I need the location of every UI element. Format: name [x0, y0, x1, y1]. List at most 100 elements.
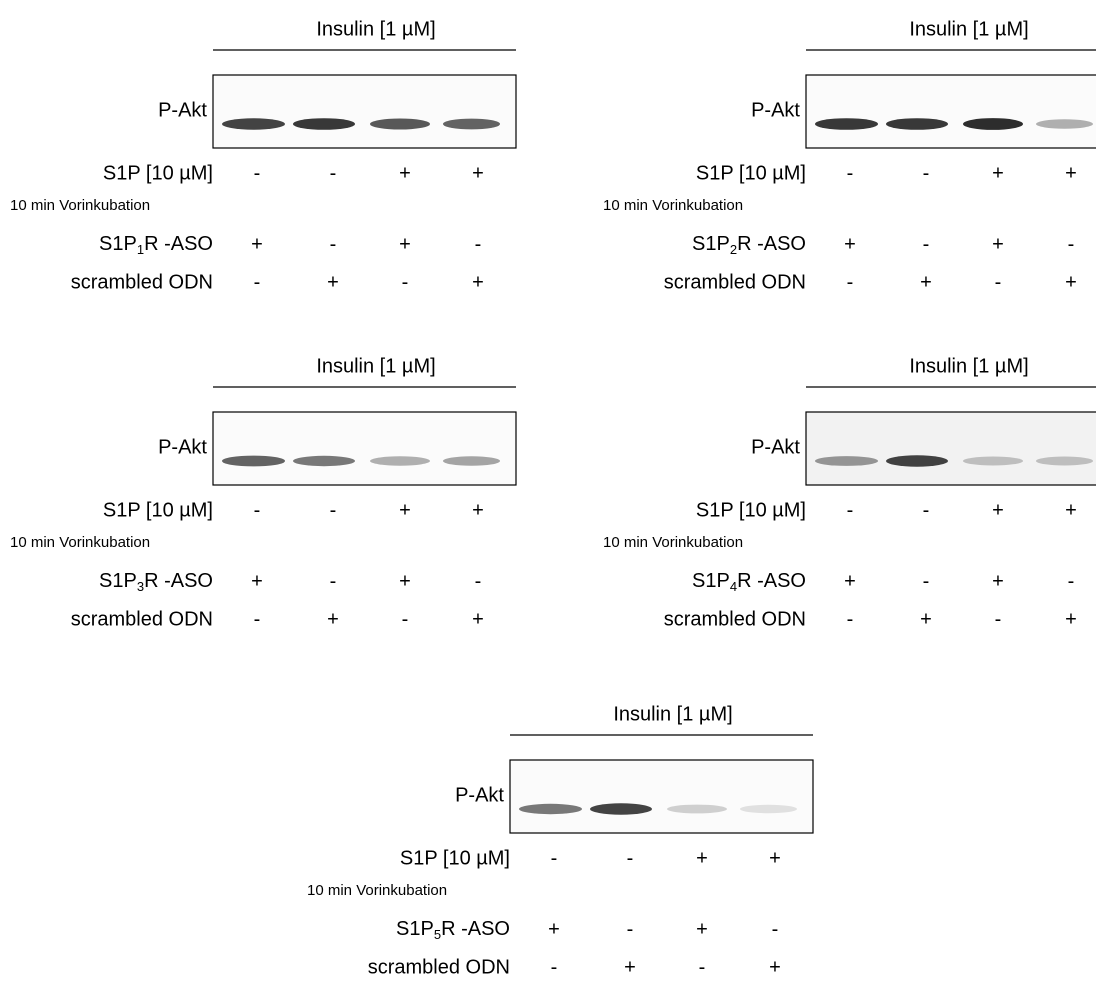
- sign: -: [330, 499, 337, 521]
- sign: -: [847, 162, 854, 184]
- row-label: scrambled ODN: [71, 271, 213, 293]
- blot: [805, 411, 1096, 486]
- row-label: S1P [10 µM]: [400, 847, 510, 869]
- sign: +: [399, 233, 411, 255]
- band: [370, 118, 430, 130]
- row-note: 10 min Vorinkubation: [10, 197, 150, 214]
- sign: -: [254, 162, 261, 184]
- label-rest: R -ASO: [737, 570, 806, 592]
- sign: -: [627, 847, 634, 869]
- sign: -: [254, 608, 261, 630]
- row-label: S1P3R -ASO: [99, 570, 213, 594]
- sign: -: [551, 956, 558, 978]
- label-sub: 4: [730, 579, 737, 594]
- sign: -: [847, 499, 854, 521]
- label-main: S1P: [692, 570, 730, 592]
- row-label: S1P2R -ASO: [692, 233, 806, 257]
- sign: -: [330, 233, 337, 255]
- sign: -: [923, 233, 930, 255]
- sign: -: [330, 570, 337, 592]
- panel: Insulin [1 µM] P-Akt S1P [10 µM] 10 min Vor…: [603, 18, 1096, 293]
- sign: -: [699, 956, 706, 978]
- blot: [212, 411, 517, 486]
- sign: +: [548, 918, 560, 940]
- sign: +: [472, 162, 484, 184]
- sign: +: [992, 162, 1004, 184]
- sign: +: [1065, 499, 1077, 521]
- sign: +: [844, 570, 856, 592]
- sign: -: [254, 499, 261, 521]
- band: [222, 455, 285, 467]
- sign: +: [399, 162, 411, 184]
- band: [740, 804, 797, 814]
- sign: +: [992, 233, 1004, 255]
- header: Insulin [1 µM]: [316, 18, 435, 40]
- blot-label: P-Akt: [751, 99, 800, 121]
- sign: -: [627, 918, 634, 940]
- row-label: S1P1R -ASO: [99, 233, 213, 257]
- blot-label: P-Akt: [158, 436, 207, 458]
- sign: +: [327, 608, 339, 630]
- sign: +: [472, 608, 484, 630]
- band: [667, 804, 727, 814]
- sign: +: [696, 918, 708, 940]
- sign: +: [399, 499, 411, 521]
- sign: -: [1068, 570, 1075, 592]
- sign: -: [847, 271, 854, 293]
- header: Insulin [1 µM]: [909, 355, 1028, 377]
- label-sub: 3: [137, 579, 144, 594]
- band: [293, 455, 355, 467]
- header: Insulin [1 µM]: [613, 703, 732, 725]
- sign: -: [772, 918, 779, 940]
- sign: +: [992, 499, 1004, 521]
- sign: -: [254, 271, 261, 293]
- row-label: S1P5R -ASO: [396, 918, 510, 942]
- sign: -: [475, 233, 482, 255]
- sign: +: [1065, 608, 1077, 630]
- band: [443, 118, 500, 130]
- sign: +: [251, 233, 263, 255]
- blot-label: P-Akt: [158, 99, 207, 121]
- band: [886, 118, 948, 130]
- label-main: S1P: [396, 918, 434, 940]
- row-label: S1P [10 µM]: [696, 162, 806, 184]
- row-note: 10 min Vorinkubation: [603, 534, 743, 551]
- row-note: 10 min Vorinkubation: [10, 534, 150, 551]
- sign: +: [472, 271, 484, 293]
- sign: +: [992, 570, 1004, 592]
- band: [815, 456, 878, 466]
- row-label: scrambled ODN: [71, 608, 213, 630]
- row-label: S1P [10 µM]: [103, 162, 213, 184]
- label-sub: 2: [730, 242, 737, 257]
- band: [1036, 119, 1093, 129]
- sign: -: [402, 271, 409, 293]
- sign: +: [327, 271, 339, 293]
- blot-label: P-Akt: [455, 784, 504, 806]
- label-rest: R -ASO: [441, 918, 510, 940]
- row-note: 10 min Vorinkubation: [603, 197, 743, 214]
- label-rest: R -ASO: [144, 233, 213, 255]
- row-note: 10 min Vorinkubation: [307, 882, 447, 899]
- band: [222, 118, 285, 130]
- sign: -: [923, 499, 930, 521]
- band: [590, 803, 652, 815]
- sign: -: [475, 570, 482, 592]
- band: [886, 455, 948, 467]
- blot-label: P-Akt: [751, 436, 800, 458]
- label-main: S1P: [99, 570, 137, 592]
- sign: -: [847, 608, 854, 630]
- band: [1036, 456, 1093, 466]
- panel: Insulin [1 µM] P-Akt S1P [10 µM] 10 min Vor…: [603, 355, 1096, 630]
- band: [519, 803, 582, 815]
- blot: [212, 74, 517, 149]
- blot: [509, 759, 814, 834]
- sign: -: [923, 570, 930, 592]
- sign: +: [472, 499, 484, 521]
- panel: Insulin [1 µM] P-Akt S1P [10 µM] 10 min Vor…: [10, 355, 517, 630]
- sign: +: [844, 233, 856, 255]
- blot: [805, 74, 1096, 149]
- sign: +: [920, 608, 932, 630]
- row-label: scrambled ODN: [664, 608, 806, 630]
